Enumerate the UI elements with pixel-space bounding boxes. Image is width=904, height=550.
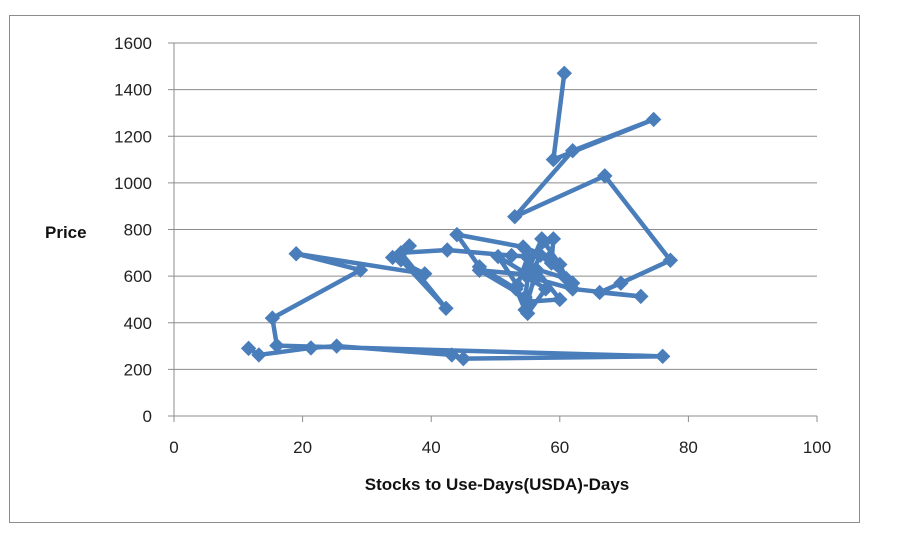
data-point-marker [240,340,257,357]
data-point-marker [633,288,649,305]
x-tick-label: 60 [550,438,569,457]
y-tick-label: 600 [124,267,152,286]
x-tick-label: 100 [803,438,831,457]
data-point-marker [455,350,472,367]
data-point-marker [545,151,562,168]
y-tick-label: 1200 [114,127,152,146]
data-point-marker [401,238,418,254]
x-tick-label: 20 [293,438,312,457]
data-point-marker [662,252,679,268]
y-tick-label: 400 [124,314,152,333]
data-point-marker [515,239,531,255]
data-point-marker [352,262,369,278]
data-point-marker [471,262,488,279]
data-point-marker [552,256,568,273]
series-1 [240,65,679,367]
axes [168,42,818,422]
data-point-marker [564,281,581,297]
data-point-marker [545,231,562,247]
data-point-marker [613,275,629,291]
data-point-marker [519,305,536,322]
y-tick-label: 0 [143,407,152,426]
y-tick-label: 200 [124,360,152,379]
data-point-marker [251,347,267,363]
x-tick-label: 80 [679,438,698,457]
data-point-marker [393,245,409,261]
data-point-marker [518,268,535,284]
chart-frame [9,15,860,523]
y-tick-label: 1000 [114,174,152,193]
data-point-marker [303,340,319,356]
x-tick-label: 40 [422,438,441,457]
data-point-marker [534,231,550,247]
x-axis-title: Stocks to Use-Days(USDA)-Days [365,475,630,494]
data-point-marker [558,270,574,287]
y-tick-labels: 0 200 400 600 800 1000 1200 1400 1600 [114,34,152,426]
data-point-marker [438,300,454,317]
y-axis-title: Price [45,223,87,242]
data-point-marker [264,310,281,326]
data-point-marker [503,247,520,264]
x-tick-label: 0 [169,438,178,457]
data-point-marker [654,348,671,365]
data-point-marker [537,281,554,297]
data-point-marker [556,65,573,82]
data-point-marker [449,226,465,243]
data-point-marker [444,347,460,363]
data-point-marker [507,208,523,225]
data-point-marker [288,246,304,262]
data-point-marker [564,142,581,159]
series-line [246,71,673,361]
data-point-marker [439,242,455,258]
data-point-marker [269,337,285,354]
data-point-marker [552,291,568,308]
gridlines [174,42,817,370]
data-point-marker [591,284,608,301]
y-tick-label: 1600 [114,34,152,53]
data-point-marker [532,247,549,263]
y-tick-label: 800 [124,221,152,240]
data-point-marker [597,168,613,184]
data-point-marker [509,277,526,294]
data-point-marker [645,111,662,128]
data-point-marker [490,248,506,265]
data-point-marker [528,261,544,277]
data-point-marker [417,266,433,282]
x-tick-labels: 0 20 40 60 80 100 [169,438,831,457]
y-tick-label: 1400 [114,81,152,100]
data-point-marker [328,338,345,354]
